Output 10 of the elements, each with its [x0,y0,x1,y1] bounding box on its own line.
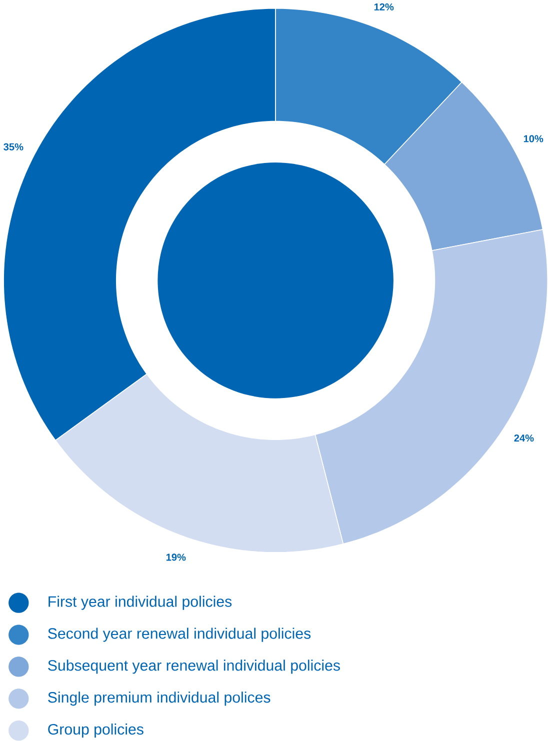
data-label: 12% [374,3,394,10]
data-label: 24% [514,434,534,442]
legend-label: Second year renewal individual policies [48,628,311,642]
legend-label: First year individual policies [48,596,232,610]
data-label: 10% [524,135,544,142]
data-label: 35% [4,143,24,150]
data-label: 19% [166,554,186,561]
legend-label: Subsequent year renewal individual policies [48,660,340,674]
legend-label: Group policies [48,724,144,738]
legend-label: Single premium individual polices [48,692,270,706]
